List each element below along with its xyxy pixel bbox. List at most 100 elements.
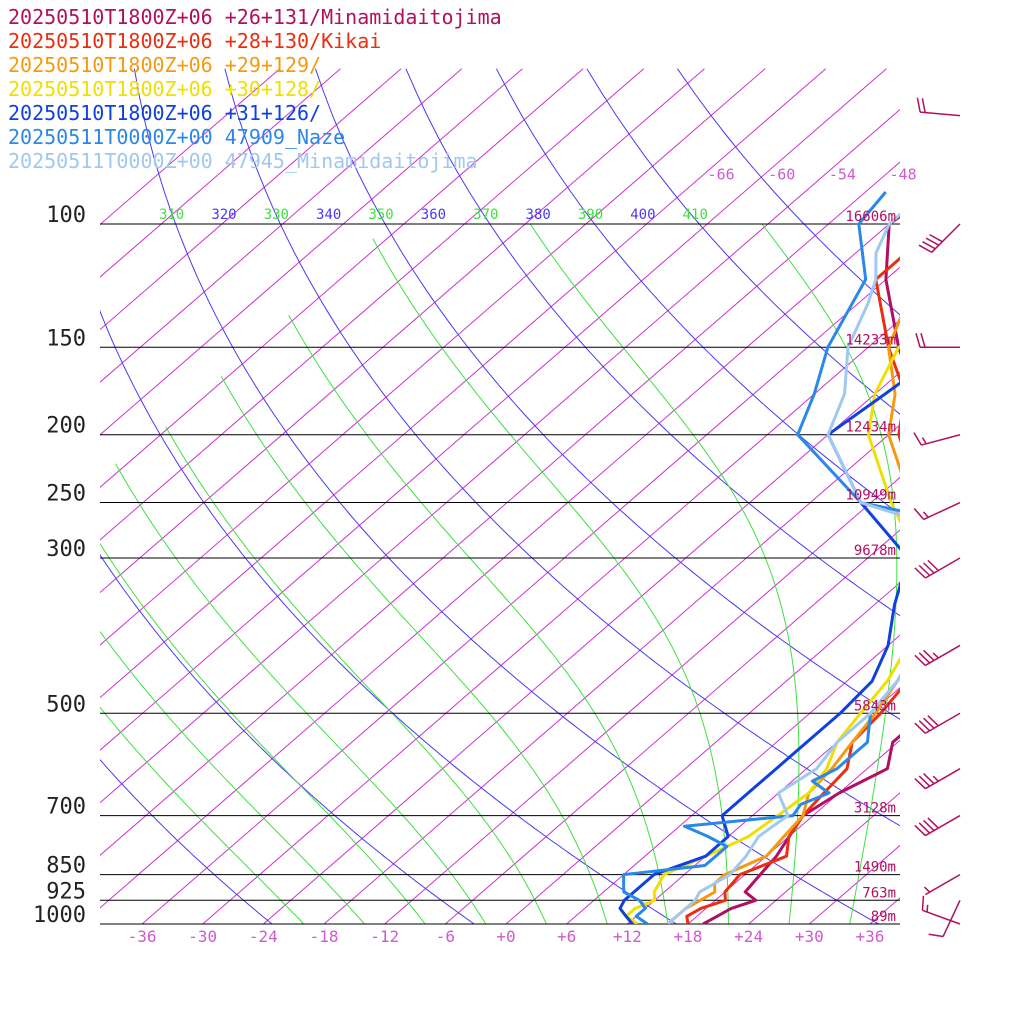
wind-barb-flag: [921, 895, 925, 911]
dry-adiabat: [133, 68, 879, 924]
theta-label: 390: [578, 207, 603, 223]
wind-barb-half-flag: [922, 511, 929, 518]
dry-adiabat: [224, 68, 900, 827]
legend-entry: 20250510T1800Z+06 +26+131/Minamidaitojim…: [8, 5, 502, 29]
wind-barb-staff: [924, 712, 961, 734]
wind-barb-flag: [925, 237, 940, 246]
wind-barb-flag: [918, 822, 931, 834]
temperature-tick-label: +24: [734, 927, 763, 946]
pressure-tick-label: 150: [46, 326, 86, 351]
theta-label: 340: [316, 207, 341, 223]
wind-barb: [916, 97, 961, 117]
wind-barb-staff: [922, 909, 961, 925]
temperature-tick-label: -12: [370, 927, 399, 946]
temperature-tick-label: -18: [310, 927, 339, 946]
moist-adiabat: [372, 238, 729, 924]
height-label: 89m: [871, 909, 896, 925]
wind-barb-flag: [914, 654, 926, 666]
temperature-tick-label: +36: [856, 927, 885, 946]
wind-barb-half-flag: [932, 652, 939, 659]
wind-barb-staff: [924, 814, 961, 837]
isotherm-line: [202, 319, 900, 924]
height-label: 3128m: [854, 801, 896, 817]
isotherm-line: [100, 68, 281, 226]
wind-barb-flag: [918, 720, 931, 732]
wind-barb: [918, 223, 961, 253]
wind-barb-flag: [914, 722, 926, 734]
wind-barb-flag: [923, 717, 935, 729]
theta-label: 330: [264, 207, 289, 223]
pressure-tick-label: 200: [46, 414, 86, 439]
wind-barb-flag: [923, 649, 935, 661]
isotherm-line: [141, 266, 900, 924]
dry-adiabat: [314, 68, 900, 720]
legend-entry: 20250510T1800Z+06 +28+130/Kikai: [8, 29, 381, 53]
legend: 20250510T1800Z+06 +26+131/Minamidaitojim…: [8, 5, 502, 173]
wind-barb-staff: [942, 899, 961, 937]
temperature-tick-label: +0: [496, 927, 515, 946]
height-label: 16606m: [845, 209, 896, 225]
wind-barb-staff: [921, 433, 961, 446]
wind-barb-flag: [920, 333, 926, 348]
isotherm-line: [100, 161, 900, 856]
height-label: 14233m: [845, 332, 896, 348]
wind-barb: [914, 644, 961, 667]
height-label: 763m: [862, 885, 896, 901]
wind-barb: [914, 557, 961, 579]
moist-adiabat: [100, 630, 365, 924]
pressure-tick-label: 925: [46, 879, 86, 904]
wind-barb-staff: [920, 111, 961, 117]
isotherm-line: [100, 68, 645, 541]
theta-label: 360: [421, 207, 446, 223]
sounding-line: [624, 344, 900, 924]
dry-adiabat: [100, 553, 475, 924]
wind-barb-flag: [927, 715, 939, 727]
moist-adiabat: [100, 706, 305, 924]
moist-adiabat: [115, 463, 487, 924]
theta-label: 410: [683, 207, 708, 223]
theta-label: 400: [630, 207, 655, 223]
wind-barb-flag: [913, 432, 923, 446]
wind-barb-flag: [918, 244, 933, 253]
wind-barb: [914, 712, 961, 734]
dry-adiabat: [100, 310, 677, 924]
isotherm-line: [100, 68, 341, 278]
theta-label: 320: [211, 207, 236, 223]
wind-barb-flag: [927, 817, 939, 829]
temperature-tick-label: -36: [128, 927, 157, 946]
wind-barb-half-flag: [926, 904, 929, 913]
wind-barb-staff: [931, 223, 961, 253]
isotherm-line: [100, 68, 766, 646]
moist-adiabat: [288, 314, 669, 924]
isotherm-line: [323, 424, 900, 924]
wind-barb-flag: [914, 567, 926, 579]
wind-barb: [914, 814, 961, 837]
isotherm-line: [263, 371, 900, 924]
moist-adiabat: [100, 542, 426, 924]
isotherm-line: [100, 68, 402, 331]
temperature-tick-label: -6: [436, 927, 455, 946]
wind-barb: [913, 432, 961, 446]
isotherm-line: [991, 69, 1024, 924]
isotherm-line: [100, 68, 523, 436]
sounding-line: [685, 256, 900, 924]
pressure-tick-label: 700: [46, 795, 86, 820]
sounding-line: [702, 214, 900, 924]
sounding-profiles: [618, 191, 900, 924]
isotherm-line: [566, 634, 900, 924]
theta-label: 370: [473, 207, 498, 223]
dry-adiabat: [100, 759, 273, 924]
wind-barb-flag: [927, 559, 939, 572]
isotherm-line: [687, 739, 900, 924]
moist-adiabat: [165, 426, 547, 924]
isobars: [100, 223, 900, 925]
theta-label: 380: [526, 207, 551, 223]
wind-barb-staff: [924, 644, 961, 667]
wind-barb-flag: [918, 775, 931, 787]
wind-barb-half-flag: [923, 886, 931, 893]
height-label: 12434m: [845, 420, 896, 436]
isotherm-label: -48: [890, 166, 917, 184]
sounding-line: [618, 381, 900, 924]
temperature-tick-label: +6: [557, 927, 576, 946]
